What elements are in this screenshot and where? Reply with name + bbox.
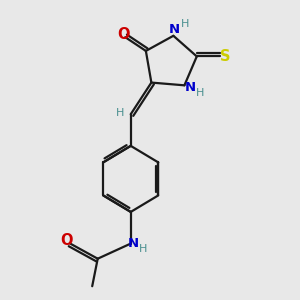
Text: S: S [220,49,231,64]
Text: N: N [185,81,196,94]
Text: H: H [181,19,189,29]
Text: N: N [169,23,180,36]
Text: N: N [128,236,139,250]
Text: O: O [118,28,130,43]
Text: H: H [139,244,147,254]
Text: H: H [196,88,204,98]
Text: H: H [116,108,124,118]
Text: O: O [61,233,73,248]
